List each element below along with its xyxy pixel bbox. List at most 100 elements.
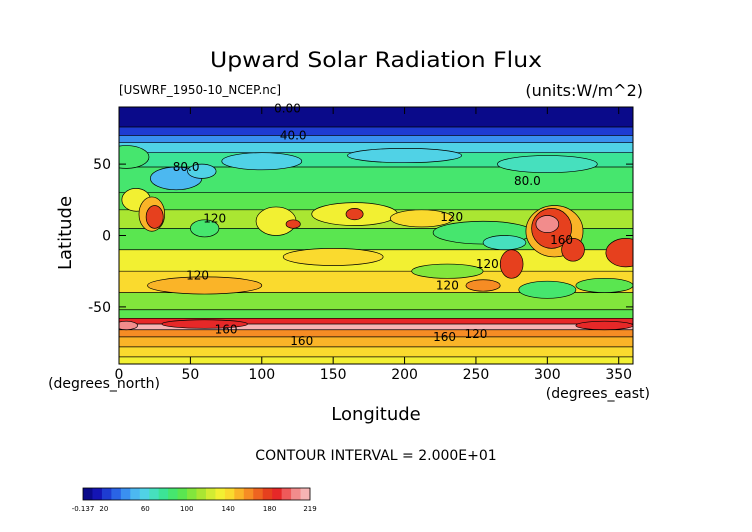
- colorbar-swatch-1: [92, 488, 103, 500]
- region-26: [465, 279, 501, 292]
- contour-label-11: 160: [290, 334, 313, 348]
- band-11: [119, 292, 633, 310]
- region-8: [145, 205, 164, 229]
- band-14: [119, 324, 633, 330]
- contour-label-9: 120: [436, 278, 459, 292]
- x-tick-label-4: 200: [391, 367, 418, 383]
- region-2: [187, 163, 217, 179]
- region-19: [535, 215, 560, 233]
- region-11: [285, 219, 301, 229]
- x-tick-label-5: 250: [463, 367, 490, 383]
- colorbar-swatch-0: [83, 488, 93, 500]
- colorbar-swatch-9: [168, 488, 178, 500]
- region-23: [282, 247, 384, 266]
- colorbar-swatch-21: [281, 488, 292, 500]
- plot-area: [119, 107, 633, 364]
- region-3: [221, 152, 303, 171]
- contour-label-1: 40.0: [280, 129, 307, 143]
- region-22: [499, 249, 524, 279]
- colorbar-swatch-4: [120, 488, 131, 500]
- region-14: [389, 209, 454, 228]
- band-17: [119, 346, 633, 357]
- colorbar-swatch-8: [158, 488, 169, 500]
- x-tick-label-6: 300: [534, 367, 561, 383]
- colorbar-label-6: 219: [303, 505, 316, 513]
- contour-label-2: 80.0: [173, 160, 200, 174]
- colorbar-label-0: -0.137: [72, 505, 95, 513]
- colorbar-label-4: 140: [221, 505, 234, 513]
- x-tick-label-0: 0: [115, 367, 124, 383]
- region-21: [605, 238, 633, 268]
- contour-label-8: 120: [186, 268, 209, 282]
- contour-label-13: 120: [464, 327, 487, 341]
- x-tick-label-3: 150: [320, 367, 347, 383]
- colorbar-swatch-10: [177, 488, 188, 500]
- x-unit-label: (degrees_east): [546, 386, 650, 402]
- band-15: [119, 329, 633, 337]
- band-16: [119, 336, 633, 347]
- contour-labels: 0.00 40.0 80.0 80.0 120 120 160 120 120 120 160 160…: [173, 101, 573, 348]
- band-2: [119, 135, 633, 143]
- band-6: [119, 192, 633, 210]
- region-13: [345, 208, 364, 221]
- colorbar-swatch-3: [111, 488, 122, 500]
- colorbar-swatch-2: [101, 488, 112, 500]
- y-tick-label-1: 0: [102, 229, 111, 245]
- colorbar-swatch-7: [149, 488, 160, 500]
- x-axis-label: Longitude: [331, 404, 421, 425]
- colorbar-swatch-5: [130, 488, 141, 500]
- region-9: [190, 219, 220, 238]
- contour-label-3: 80.0: [514, 174, 541, 188]
- colorbar-swatch-23: [300, 488, 311, 500]
- contour-label-12: 160: [433, 330, 456, 344]
- y-axis: -50 0 50: [88, 157, 633, 316]
- colorbar-swatch-20: [272, 488, 283, 500]
- colorbar-swatch-6: [139, 488, 150, 500]
- contour-label-0: 0.00: [274, 101, 301, 115]
- colorbar-swatch-19: [262, 488, 273, 500]
- source-label: [USWRF_1950-10_NCEP.nc]: [119, 83, 281, 97]
- contour-label-7: 120: [476, 257, 499, 271]
- colorbar: [82, 487, 311, 501]
- region-29: [575, 320, 633, 331]
- region-24: [147, 276, 263, 295]
- y-unit-label: (degrees_north): [48, 376, 160, 392]
- x-tick-label-2: 100: [248, 367, 275, 383]
- band-3: [119, 142, 633, 153]
- contour-label-4: 120: [203, 211, 226, 225]
- region-0: [119, 145, 150, 169]
- region-27: [518, 280, 577, 299]
- band-18: [119, 356, 633, 364]
- region-28: [575, 277, 633, 293]
- region-20: [561, 238, 585, 262]
- region-4: [347, 148, 463, 164]
- band-0: [119, 107, 633, 127]
- region-5: [497, 155, 598, 174]
- band-1: [119, 126, 633, 136]
- colorbar-label-5: 180: [263, 505, 276, 513]
- colorbar-swatch-12: [196, 488, 207, 500]
- colorbar-swatch-18: [253, 488, 264, 500]
- colorbar-label-1: 20: [99, 505, 108, 513]
- region-30: [161, 319, 248, 329]
- contour-label-6: 160: [550, 233, 573, 247]
- region-16: [482, 235, 527, 251]
- x-axis: 0 50 100 150 200 250 300 350: [115, 107, 632, 383]
- colorbar-swatch-22: [291, 488, 301, 500]
- units-label: (units:W/m^2): [525, 81, 643, 100]
- colorbar-frame: [82, 487, 311, 501]
- x-tick-label-1: 50: [181, 367, 199, 383]
- region-25: [411, 263, 484, 279]
- x-tick-label-7: 350: [605, 367, 632, 383]
- colorbar-label-2: 60: [141, 505, 150, 513]
- band-13: [119, 318, 633, 325]
- region-31: [119, 320, 138, 331]
- colorbar-labels: -0.137 20 60 100 140 180 219: [72, 505, 317, 513]
- chart-title: Upward Solar Radiation Flux: [210, 48, 542, 72]
- contour-label-10: 160: [215, 323, 238, 337]
- colorbar-swatch-14: [215, 488, 226, 500]
- y-axis-label: Latitude: [55, 196, 76, 270]
- y-tick-label-2: 50: [93, 157, 111, 173]
- colorbar-swatch-17: [243, 488, 254, 500]
